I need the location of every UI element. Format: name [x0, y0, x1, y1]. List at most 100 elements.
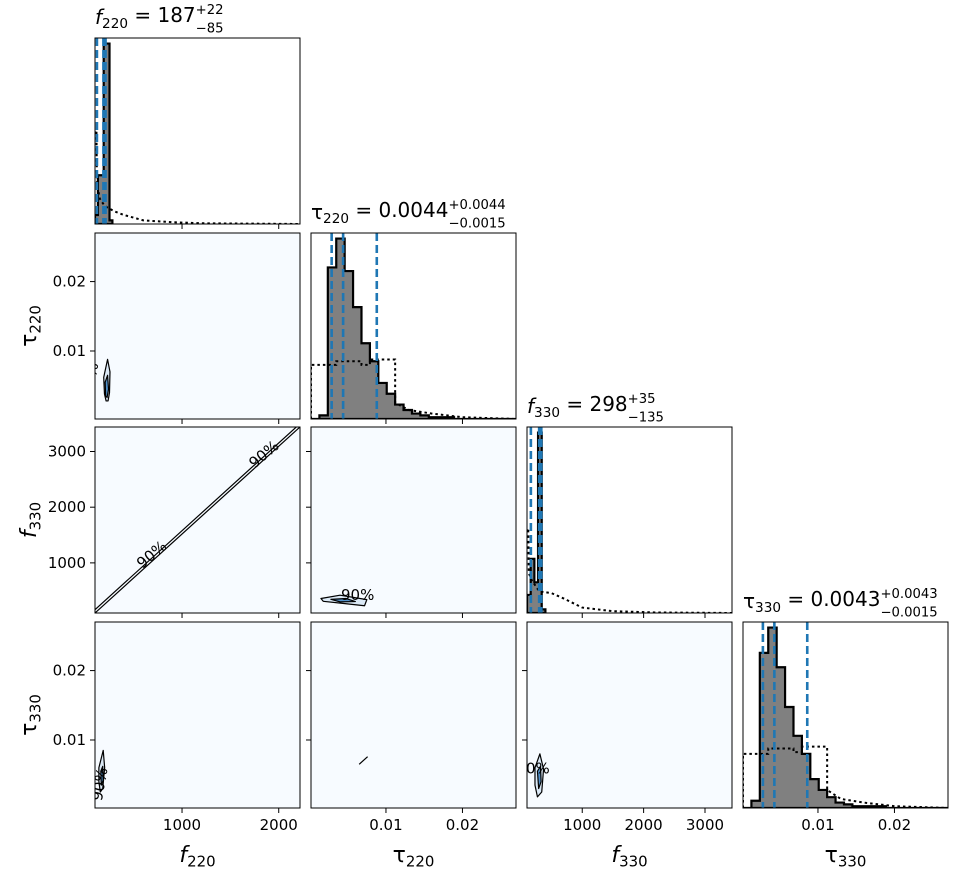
- contour-label-90: 90%: [79, 361, 103, 397]
- x-axis-label-tau220-sub: 220: [406, 852, 435, 870]
- prior-dotted-line: [527, 527, 732, 613]
- title-name: f: [527, 394, 537, 418]
- panel-frame: [94, 37, 301, 225]
- panel-f220-tau330: 90% 1000 2000 0.01 0.02: [53, 621, 301, 834]
- panel-plot-area: [311, 233, 516, 419]
- y-axis-label-tau330: τ330: [17, 694, 44, 736]
- title-sub: 330: [755, 600, 781, 616]
- x-axis-label-tau220: τ220: [393, 843, 435, 870]
- title-eq: = 298: [560, 392, 628, 416]
- x-axis-label-f220: f220: [179, 843, 215, 870]
- title-plus: +0.0043: [880, 587, 937, 602]
- panel-title-f220: f220 = 187+22 −85: [95, 3, 224, 36]
- x-tick-label: 1000: [163, 816, 201, 834]
- panel-plot-area: [743, 622, 948, 808]
- contour-line-1: [95, 427, 298, 611]
- y-axis-label-f330-sub: 330: [26, 502, 44, 531]
- y-tick-label: 3000: [48, 443, 86, 461]
- contour-inner-1: [100, 765, 104, 786]
- contour-line-0: [358, 756, 369, 765]
- panel-frame: [526, 426, 733, 614]
- histogram-fill: [743, 627, 948, 808]
- title-minus: −85: [196, 21, 224, 36]
- panel-f330-f330: f330 = 298+35 −135: [526, 392, 733, 618]
- panel-frame: [94, 426, 301, 614]
- histogram-fill: [311, 238, 516, 419]
- y-tick-label: 0.01: [53, 342, 86, 360]
- title-plus: +35: [628, 392, 656, 407]
- panel-frame: [94, 621, 301, 809]
- title-sub: 330: [534, 405, 560, 421]
- title-plus: +0.0044: [448, 198, 505, 213]
- contour-label-90: 90%: [516, 759, 549, 777]
- x-tick-label: 2000: [260, 816, 298, 834]
- y-tick-label: 1000: [48, 554, 86, 572]
- density-background: [95, 622, 300, 808]
- x-axis-label-f220-sub: 220: [187, 852, 216, 870]
- density-background: [527, 622, 732, 808]
- y-tick-label: 0.01: [53, 731, 86, 749]
- y-axis-label-tau220-sub: 220: [26, 305, 44, 334]
- histogram-outline: [527, 431, 547, 613]
- panel-f220-tau220: 90%0.01 0.02: [53, 232, 301, 424]
- histogram-outline: [743, 626, 948, 808]
- panel-f330-tau330: 90% 1000 2000 3000: [516, 621, 733, 834]
- title-sub: 220: [323, 211, 349, 227]
- y-tick-label: 0.02: [53, 273, 86, 291]
- title-minus: −0.0015: [448, 216, 505, 231]
- panel-tau330-tau330: τ330 = 0.0043+0.0043 −0.0015 0.01 0.02: [742, 587, 949, 834]
- y-axis-label-tau220: τ220: [17, 305, 44, 347]
- panel-title-tau220: τ220 = 0.0044+0.0044 −0.0015: [311, 198, 506, 231]
- title-plus: +22: [196, 3, 224, 18]
- y-axis-label-f330-base: f: [17, 527, 42, 538]
- x-axis-label-f330-base: f: [611, 843, 622, 868]
- title-name: τ: [743, 589, 755, 613]
- panel-frame: [310, 426, 517, 614]
- panel-plot-area: 90%: [95, 622, 300, 808]
- y-axis-label-f330: f330: [17, 502, 44, 538]
- panel-plot-area: 90%: [516, 622, 732, 808]
- x-axis-label-tau220-base: τ: [393, 843, 406, 868]
- x-axis-label-tau330-base: τ: [825, 843, 838, 868]
- title-eq: = 187: [128, 3, 196, 27]
- panel-frame: [94, 232, 301, 420]
- y-tick-label: 2000: [48, 498, 86, 516]
- title-name: τ: [311, 200, 323, 224]
- title-minus: −0.0015: [880, 605, 937, 620]
- contour-label-90: 90%: [341, 586, 374, 604]
- title-minus: −135: [628, 410, 664, 425]
- y-axis-label-tau220-base: τ: [17, 334, 42, 347]
- contour-inner-1: [536, 765, 542, 790]
- panel-plot-area: [527, 427, 732, 613]
- panel-frame: [742, 621, 949, 809]
- contour-inner-1: [330, 597, 356, 603]
- panel-frame: [310, 621, 517, 809]
- x-tick-label: 0.01: [369, 816, 402, 834]
- panel-frame: [310, 232, 517, 420]
- panel-tau220-tau330: 0.01 0.02: [306, 621, 517, 834]
- y-axis-label-tau330-base: τ: [17, 723, 42, 736]
- panel-frame: [526, 621, 733, 809]
- panel-tau220-f330: 90%: [306, 426, 517, 618]
- title-sub: 220: [102, 16, 128, 32]
- x-tick-label: 0.02: [878, 816, 911, 834]
- density-background: [311, 622, 516, 808]
- y-tick-label: 0.02: [53, 662, 86, 680]
- x-tick-label: 3000: [686, 816, 724, 834]
- contour-inner-1: [104, 374, 110, 399]
- x-axis-label-f330: f330: [611, 843, 647, 870]
- title-eq: = 0.0043: [781, 587, 880, 611]
- x-axis-label-tau330-sub: 330: [838, 852, 867, 870]
- title-eq: = 0.0044: [349, 198, 448, 222]
- x-tick-label: 1000: [563, 816, 601, 834]
- panel-f220-f220: f220 = 187+22 −85: [94, 3, 301, 229]
- prior-dotted-line: [95, 129, 300, 224]
- prior-dotted-line: [743, 745, 948, 808]
- x-axis-label-f330-sub: 330: [619, 852, 648, 870]
- title-name: f: [95, 5, 105, 29]
- panel-plot-area: [311, 622, 516, 808]
- y-axis-label-tau330-sub: 330: [26, 694, 44, 723]
- panel-title-tau330: τ330 = 0.0043+0.0043 −0.0015: [743, 587, 938, 620]
- panel-plot-area: 90%: [79, 233, 300, 419]
